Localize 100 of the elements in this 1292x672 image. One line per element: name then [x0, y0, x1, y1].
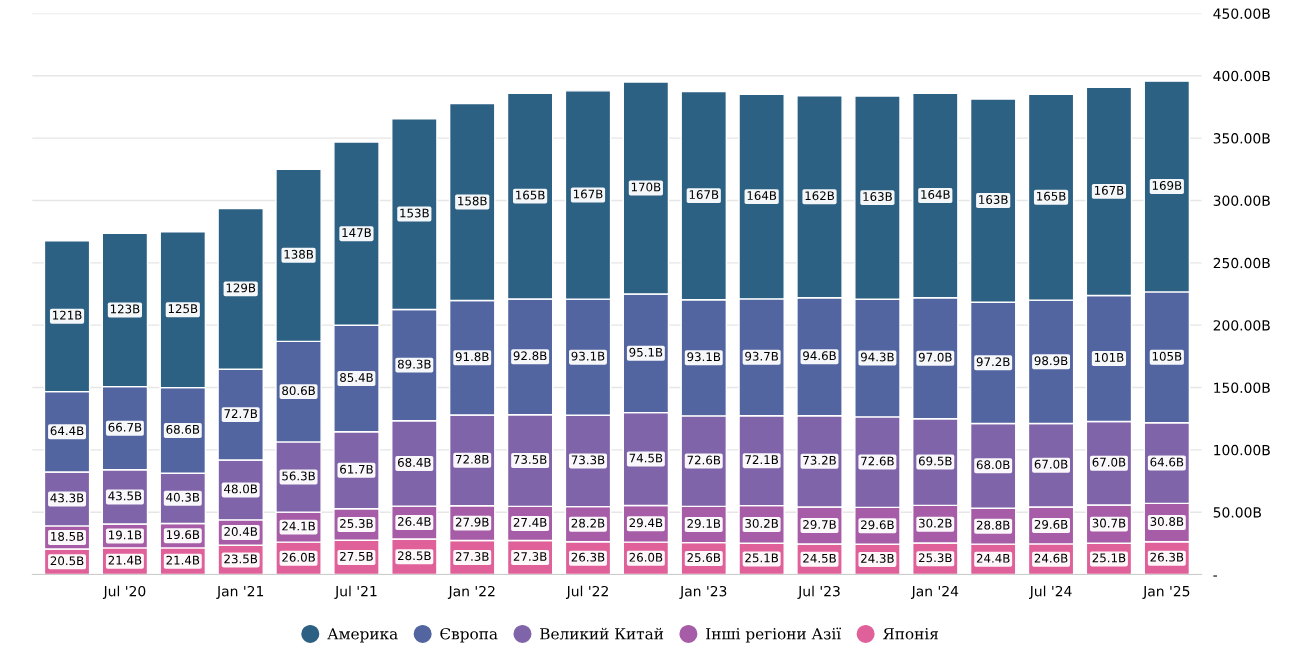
- y-tick-label: 400.00B: [1213, 70, 1270, 82]
- y-tick-label: 100.00B: [1214, 444, 1270, 456]
- data-label: 43.5B: [108, 491, 142, 501]
- data-label: 165B: [516, 190, 545, 200]
- data-label: 147B: [342, 228, 371, 237]
- data-label: 95.1B: [629, 347, 663, 357]
- legend-label: Великий Китай: [540, 627, 664, 640]
- data-label: 26.0B: [282, 552, 315, 562]
- x-tick-label: Jan '25: [1142, 585, 1190, 599]
- data-label: 167B: [689, 190, 719, 200]
- data-label: 69.5B: [918, 456, 952, 466]
- data-label: 26.3B: [1150, 552, 1184, 562]
- data-label: 94.3B: [860, 352, 894, 362]
- data-label: 101B: [1094, 352, 1124, 362]
- data-label: 67.0B: [1092, 457, 1126, 467]
- x-tick-label: Jul '24: [1029, 585, 1072, 599]
- data-label: 73.2B: [803, 455, 836, 465]
- y-tick-label: 250.00B: [1213, 257, 1270, 269]
- data-label: 167B: [573, 189, 603, 199]
- data-label: 21.4B: [108, 555, 142, 565]
- data-label: 72.6B: [861, 456, 894, 466]
- data-label: 98.9B: [1034, 356, 1068, 366]
- y-tick-label: 200.00B: [1213, 320, 1270, 331]
- data-label: 97.2B: [976, 357, 1010, 367]
- data-label: 23.5B: [224, 554, 258, 564]
- y-tick-label: 50.00B: [1213, 507, 1261, 518]
- data-label: 25.3B: [340, 518, 373, 528]
- data-label: 68.6B: [166, 424, 200, 434]
- data-label: 28.5B: [398, 551, 431, 561]
- data-label: 91.8B: [455, 352, 489, 362]
- x-tick-label: Jul '20: [102, 585, 146, 599]
- data-label: 125B: [168, 304, 198, 314]
- data-label: 170B: [631, 182, 661, 192]
- data-label: 30.2B: [745, 518, 778, 528]
- y-tick-label: 350.00B: [1213, 133, 1270, 144]
- data-label: 93.1B: [687, 352, 721, 362]
- data-label: 94.6B: [803, 351, 836, 361]
- data-label: 30.8B: [1150, 517, 1184, 526]
- data-label: 138B: [284, 249, 314, 259]
- data-label: 24.4B: [976, 553, 1010, 563]
- data-label: 43.3B: [50, 493, 84, 503]
- data-label: 30.2B: [919, 518, 952, 528]
- x-tick-label: Jan '21: [216, 585, 264, 599]
- y-tick-label: 300.00B: [1213, 195, 1270, 206]
- data-label: 74.5B: [629, 453, 663, 463]
- data-label: 48.0B: [224, 484, 258, 494]
- data-label: 85.4B: [340, 373, 373, 382]
- data-label: 163B: [863, 192, 892, 202]
- legend-label: Японія: [882, 628, 939, 640]
- data-label: 73.5B: [513, 455, 547, 464]
- data-label: 40.3B: [166, 492, 200, 502]
- legend-label: Інші регіони Азії: [706, 627, 842, 643]
- data-label: 121B: [53, 310, 82, 320]
- data-label: 97.0B: [918, 352, 952, 362]
- data-label: 56.3B: [282, 471, 315, 481]
- data-label: 72.1B: [745, 455, 778, 464]
- data-label: 66.7B: [108, 422, 142, 432]
- data-label: 64.6B: [1150, 457, 1184, 467]
- legend-label: Європа: [440, 627, 498, 643]
- data-label: 28.2B: [571, 518, 605, 528]
- data-label: 93.1B: [571, 351, 605, 361]
- data-label: 80.6B: [282, 386, 315, 396]
- data-label: 25.1B: [745, 553, 778, 563]
- data-label: 105B: [1152, 351, 1182, 361]
- x-tick-label: Jul '23: [797, 585, 840, 599]
- data-label: 30.7B: [1092, 518, 1126, 528]
- data-label: 26.0B: [629, 552, 663, 562]
- data-label: 27.5B: [340, 551, 373, 561]
- data-label: 28.8B: [976, 520, 1010, 530]
- data-label: 72.6B: [687, 455, 721, 465]
- data-label: 158B: [458, 196, 487, 206]
- data-label: 29.6B: [861, 520, 894, 530]
- data-label: 92.8B: [513, 351, 547, 361]
- x-tick-label: Jan '22: [447, 585, 495, 599]
- data-label: 24.5B: [803, 553, 836, 563]
- data-label: 27.9B: [455, 517, 489, 527]
- data-label: 20.4B: [224, 527, 258, 536]
- x-tick-label: Jul '21: [334, 585, 377, 599]
- data-label: 61.7B: [340, 464, 373, 474]
- data-label: 165B: [1037, 191, 1066, 201]
- data-label: 169B: [1152, 181, 1182, 190]
- y-tick-label: -: [1213, 575, 1217, 577]
- data-label: 19.6B: [166, 530, 200, 540]
- y-tick-label: 450.00B: [1213, 8, 1270, 19]
- data-label: 29.4B: [629, 518, 663, 528]
- data-label: 20.5B: [50, 556, 84, 566]
- data-label: 26.3B: [571, 552, 605, 562]
- data-label: 24.3B: [861, 553, 894, 563]
- data-label: 24.6B: [1034, 553, 1068, 563]
- data-label: 67.0B: [1034, 459, 1068, 469]
- y-tick-label: 150.00B: [1214, 382, 1270, 393]
- data-label: 19.1B: [109, 530, 142, 540]
- data-label: 68.0B: [976, 460, 1010, 470]
- data-label: 26.4B: [398, 517, 431, 526]
- data-label: 93.7B: [745, 351, 778, 361]
- data-label: 167B: [1094, 185, 1124, 195]
- data-label: 25.1B: [1092, 553, 1126, 563]
- data-label: 29.1B: [687, 518, 721, 528]
- data-label: 163B: [979, 195, 1008, 205]
- legend-label: Америка: [327, 628, 398, 643]
